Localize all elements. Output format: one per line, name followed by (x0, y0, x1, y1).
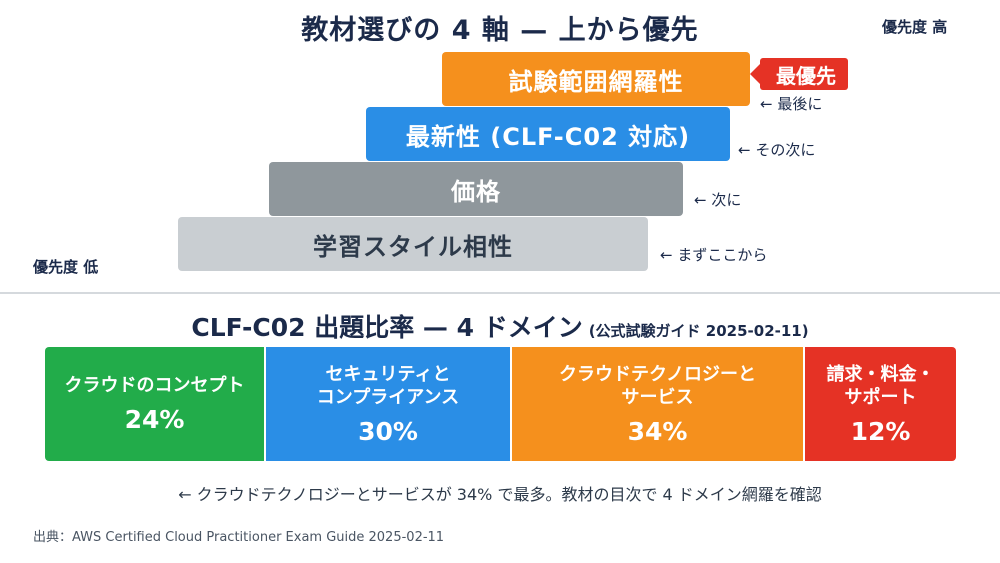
domain-percent: 30% (358, 416, 418, 446)
page-title: 教材選びの 4 軸 — 上から優先 (301, 15, 699, 46)
priority-high-label: 優先度 高 (882, 18, 948, 36)
axis-note-coverage: ← 最後に (760, 95, 823, 113)
summary-footnote: ← クラウドテクノロジーとサービスが 34% で最多。教材の目次で 4 ドメイン… (178, 485, 822, 504)
axis-note-price: ← 次に (694, 191, 742, 209)
domain-percent: 34% (627, 416, 688, 446)
domain-cloud-concepts: クラウドのコンセプト 24% (45, 347, 266, 461)
domain-name: クラウドテクノロジーと サービス (559, 363, 756, 408)
top-priority-badge: 最優先 (750, 58, 848, 90)
axis-bar-price: 価格 (269, 162, 683, 216)
axis-bar-coverage: 試験範囲網羅性 (442, 52, 750, 106)
priority-low-label: 優先度 低 (33, 258, 99, 276)
domain-name: クラウドのコンセプト (64, 375, 245, 396)
section-divider (0, 292, 1000, 294)
axis-note-learning-style: ← まずここから (660, 246, 768, 264)
domain-percent: 12% (850, 416, 911, 446)
axis-bar-learning-style: 学習スタイル相性 (178, 217, 648, 271)
axis-bar-recency: 最新性 (CLF-C02 対応) (366, 107, 730, 161)
exam-title-note: (公式試験ガイド 2025-02-11) (588, 322, 809, 340)
domain-name: セキュリティと コンプライアンス (316, 363, 460, 408)
domain-security-compliance: セキュリティと コンプライアンス 30% (266, 347, 512, 461)
domain-technology-services: クラウドテクノロジーと サービス 34% (512, 347, 805, 461)
source-citation: 出典：AWS Certified Cloud Practitioner Exam… (33, 530, 445, 545)
domain-percent: 24% (124, 405, 185, 434)
domain-name: 請求・料金・ サポート (826, 363, 935, 408)
exam-section-title: CLF-C02 出題比率 — 4 ドメイン (公式試験ガイド 2025-02-11… (0, 308, 1000, 344)
axis-note-recency: ← その次に (738, 141, 816, 159)
exam-title-text: CLF-C02 出題比率 — 4 ドメイン (191, 313, 583, 342)
domain-billing-support: 請求・料金・ サポート 12% (805, 347, 956, 461)
